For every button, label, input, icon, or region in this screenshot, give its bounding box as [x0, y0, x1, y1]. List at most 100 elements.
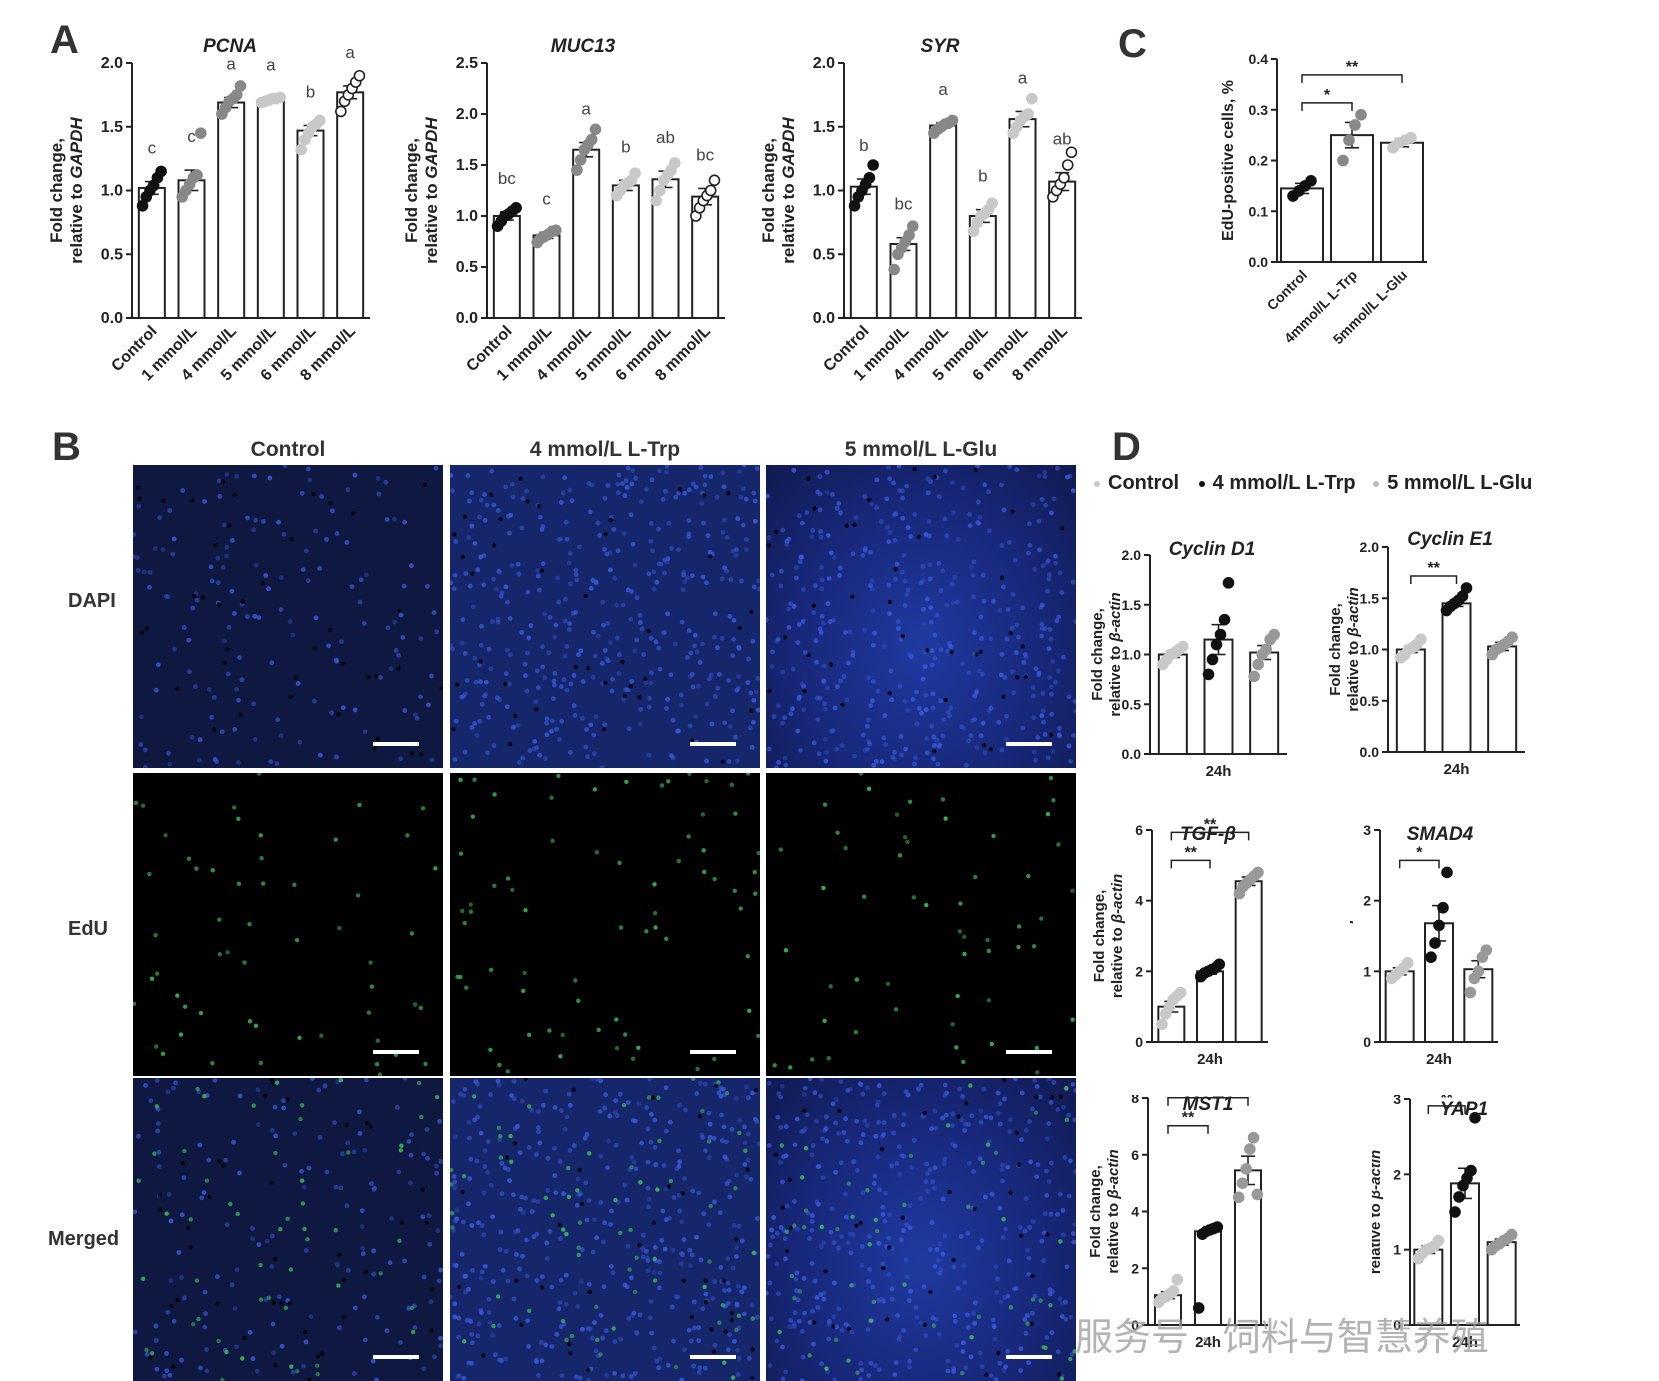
chart-title: MST1 — [1183, 1095, 1234, 1115]
edu-cell — [986, 998, 991, 1003]
dark-spot — [420, 1187, 426, 1192]
nucleus — [1070, 579, 1076, 585]
nucleus — [689, 671, 695, 677]
nucleus — [907, 1364, 912, 1370]
nucleus — [796, 696, 802, 702]
edu-cell — [409, 1305, 415, 1311]
nucleus — [490, 1214, 496, 1220]
nucleus — [673, 1294, 679, 1300]
nucleus — [710, 1295, 716, 1301]
nucleus — [467, 1135, 472, 1141]
dark-spot — [703, 1300, 709, 1305]
dark-spot — [974, 652, 979, 657]
nucleus — [739, 578, 744, 584]
nucleus — [591, 1217, 597, 1223]
nucleus — [837, 573, 842, 578]
nucleus — [914, 1315, 920, 1320]
nucleus — [526, 1145, 532, 1150]
nucleus — [469, 1340, 475, 1346]
nucleus — [736, 673, 741, 679]
nucleus — [625, 587, 631, 593]
nucleus — [491, 743, 497, 749]
nucleus — [720, 470, 726, 476]
nucleus — [578, 1279, 584, 1285]
nucleus — [792, 1310, 798, 1316]
y-tick-label: 2.5 — [456, 55, 478, 72]
nucleus — [882, 1190, 888, 1196]
nucleus — [897, 683, 903, 689]
nucleus — [1044, 1136, 1050, 1142]
edu-cell — [646, 1095, 652, 1100]
nucleus — [472, 655, 478, 661]
nucleus — [1023, 654, 1029, 660]
nucleus — [932, 742, 937, 748]
bar — [889, 243, 918, 319]
nucleus — [802, 1310, 807, 1316]
nucleus — [983, 1114, 989, 1120]
nucleus — [1019, 1090, 1025, 1096]
nucleus — [590, 1078, 595, 1081]
significance-letter: b — [859, 136, 868, 155]
edu-cell — [225, 950, 230, 955]
nucleus — [947, 643, 953, 649]
nucleus — [807, 1078, 813, 1082]
nucleus — [1034, 1174, 1040, 1180]
nucleus — [505, 599, 510, 605]
nucleus — [869, 501, 874, 507]
nucleus — [788, 601, 793, 607]
nucleus — [1039, 497, 1045, 502]
significance-letter: a — [1018, 68, 1028, 87]
significance-label: ** — [1440, 1095, 1453, 1107]
nucleus — [828, 1229, 834, 1235]
nucleus — [511, 1192, 516, 1198]
nucleus — [507, 616, 513, 621]
edu-cell — [621, 1102, 627, 1108]
data-point — [1305, 175, 1317, 187]
dark-spot — [1058, 1094, 1063, 1100]
nucleus — [979, 1364, 985, 1369]
nucleus — [155, 662, 161, 668]
nucleus — [682, 579, 688, 585]
nucleus — [1068, 758, 1073, 764]
y-axis-label: Fold change,relative to β-actin — [1091, 874, 1126, 998]
edu-cell — [357, 802, 362, 808]
nucleus — [1073, 1088, 1076, 1093]
dark-spot — [175, 686, 180, 692]
nucleus — [671, 1338, 676, 1344]
y-tick-label: 1.5 — [456, 157, 478, 174]
y-tick-label: 1.5 — [1122, 597, 1142, 613]
edu-cell — [807, 1353, 812, 1358]
nucleus — [816, 751, 822, 757]
nucleus — [779, 568, 784, 574]
nucleus — [868, 1360, 874, 1366]
nucleus — [179, 1357, 184, 1363]
nucleus — [292, 1131, 298, 1137]
nucleus — [540, 474, 546, 480]
data-point — [574, 154, 587, 166]
nucleus — [629, 678, 635, 684]
nucleus — [938, 1267, 944, 1273]
nucleus — [229, 1282, 235, 1288]
dark-spot — [456, 1284, 462, 1290]
edu-cell — [418, 1005, 423, 1011]
dark-spot — [222, 660, 227, 666]
edu-cell — [712, 1056, 717, 1062]
nucleus — [816, 1201, 821, 1207]
nucleus — [281, 531, 287, 537]
nucleus — [708, 474, 714, 479]
nucleus — [335, 1262, 340, 1268]
nucleus — [727, 723, 733, 729]
nucleus — [533, 1152, 539, 1158]
nucleus — [872, 1173, 878, 1179]
nucleus — [971, 594, 976, 600]
nucleus — [860, 732, 866, 738]
edu-cell — [700, 1108, 705, 1114]
nucleus — [978, 1108, 983, 1114]
nucleus — [371, 1248, 377, 1254]
nucleus — [913, 755, 918, 761]
edu-cell — [961, 1059, 966, 1065]
nucleus — [912, 761, 917, 767]
edu-cell — [182, 1004, 188, 1009]
nucleus — [1026, 1255, 1032, 1261]
nucleus — [468, 1319, 474, 1324]
